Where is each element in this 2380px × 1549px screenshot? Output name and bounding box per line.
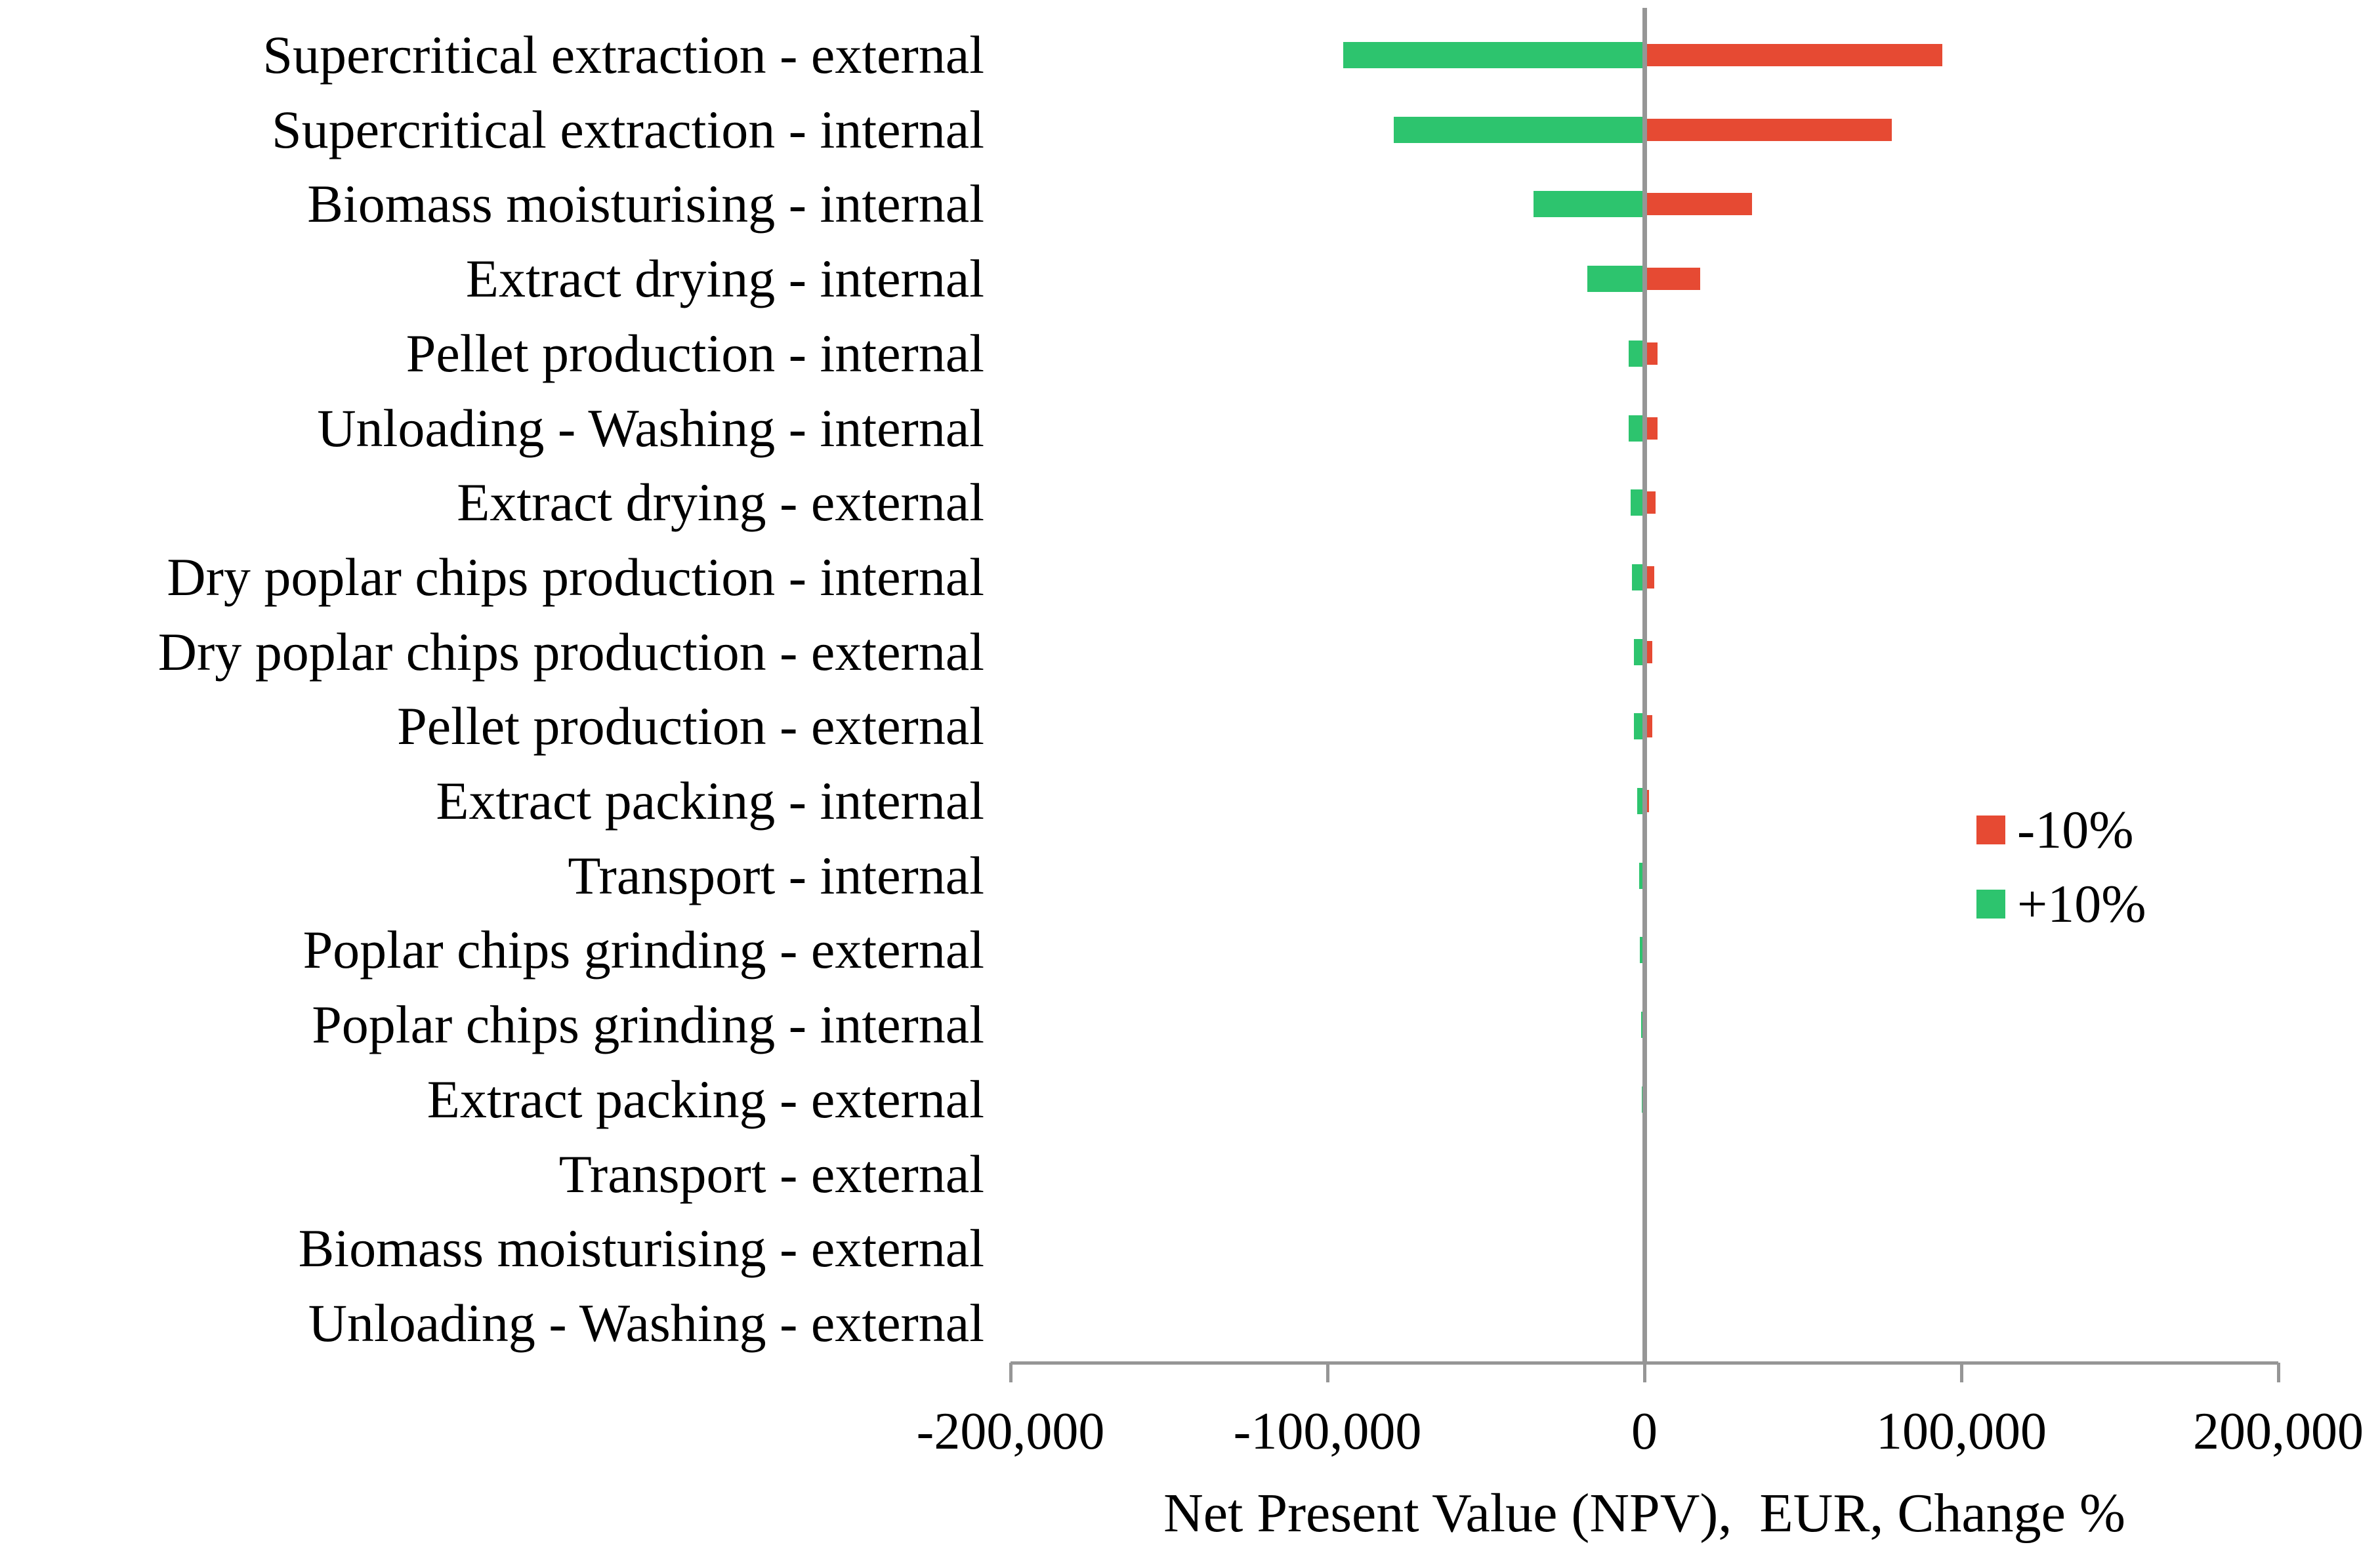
legend-entry-minus10: -10% bbox=[1976, 803, 2146, 857]
bar-minus10 bbox=[1644, 342, 1658, 365]
x-axis-tick bbox=[1326, 1363, 1329, 1382]
category-label: Poplar chips grinding - internal bbox=[312, 995, 984, 1055]
bar-plus10 bbox=[1343, 42, 1644, 68]
category-label: Poplar chips grinding - external bbox=[303, 920, 984, 980]
x-axis-tick-label: 0 bbox=[1631, 1403, 1658, 1460]
legend-label-minus10: -10% bbox=[2017, 800, 2134, 859]
category-label: Biomass moisturising - external bbox=[298, 1218, 984, 1279]
x-axis-title: Net Present Value (NPV), EUR, Change % bbox=[1163, 1483, 2125, 1544]
bar-minus10 bbox=[1644, 790, 1650, 812]
bar-minus10 bbox=[1644, 268, 1700, 291]
x-axis-tick-label: -200,000 bbox=[916, 1403, 1105, 1460]
bar-plus10 bbox=[1628, 415, 1644, 442]
x-axis-tick-label: 100,000 bbox=[1876, 1403, 2047, 1460]
bar-minus10 bbox=[1644, 715, 1652, 738]
bar-plus10 bbox=[1632, 564, 1644, 590]
bar-plus10 bbox=[1587, 266, 1644, 293]
bar-plus10 bbox=[1633, 638, 1644, 665]
bar-plus10 bbox=[1639, 862, 1644, 889]
bar-plus10 bbox=[1630, 489, 1644, 516]
bar-minus10 bbox=[1644, 417, 1658, 440]
x-axis-tick bbox=[1642, 1363, 1646, 1382]
category-label: Unloading - Washing - internal bbox=[317, 398, 984, 458]
bar-minus10 bbox=[1644, 118, 1892, 141]
category-label: Transport - internal bbox=[568, 845, 984, 905]
x-axis-tick-label: 200,000 bbox=[2193, 1403, 2364, 1460]
legend-entry-plus10: +10% bbox=[1976, 877, 2146, 931]
x-axis-tick-label: -100,000 bbox=[1233, 1403, 1422, 1460]
bar-minus10 bbox=[1644, 566, 1654, 589]
bar-minus10 bbox=[1644, 640, 1652, 663]
bar-minus10 bbox=[1644, 491, 1656, 514]
bar-plus10 bbox=[1637, 788, 1644, 814]
zero-axis-line bbox=[1642, 8, 1647, 1363]
category-label: Extract drying - external bbox=[457, 472, 984, 533]
legend-swatch-plus10-icon bbox=[1976, 890, 2005, 919]
category-label: Pellet production - external bbox=[397, 696, 984, 756]
category-label: Dry poplar chips production - external bbox=[157, 621, 984, 682]
category-label: Transport - external bbox=[558, 1144, 984, 1204]
category-label: Extract packing - external bbox=[427, 1069, 984, 1129]
bar-plus10 bbox=[1639, 937, 1644, 964]
bar-plus10 bbox=[1394, 116, 1644, 143]
legend-label-plus10: +10% bbox=[2017, 874, 2146, 934]
category-label: Unloading - Washing - external bbox=[308, 1292, 984, 1353]
x-axis-tick bbox=[1009, 1363, 1013, 1382]
category-label: Supercritical extraction - external bbox=[262, 25, 984, 85]
category-label: Supercritical extraction - internal bbox=[271, 99, 984, 159]
category-label: Extract drying - internal bbox=[465, 249, 984, 309]
bar-plus10 bbox=[1628, 340, 1644, 367]
category-label: Extract packing - internal bbox=[436, 771, 984, 831]
bar-plus10 bbox=[1533, 191, 1644, 218]
x-axis-tick bbox=[1959, 1363, 1963, 1382]
bar-minus10 bbox=[1644, 44, 1943, 66]
x-axis-tick bbox=[2276, 1363, 2280, 1382]
legend: -10% +10% bbox=[1976, 803, 2146, 964]
bar-plus10 bbox=[1634, 713, 1644, 740]
legend-swatch-minus10-icon bbox=[1976, 816, 2005, 844]
category-label: Dry poplar chips production - internal bbox=[167, 547, 984, 607]
category-label: Pellet production - internal bbox=[406, 323, 984, 383]
bar-minus10 bbox=[1644, 193, 1753, 216]
category-label: Biomass moisturising - internal bbox=[307, 174, 984, 234]
